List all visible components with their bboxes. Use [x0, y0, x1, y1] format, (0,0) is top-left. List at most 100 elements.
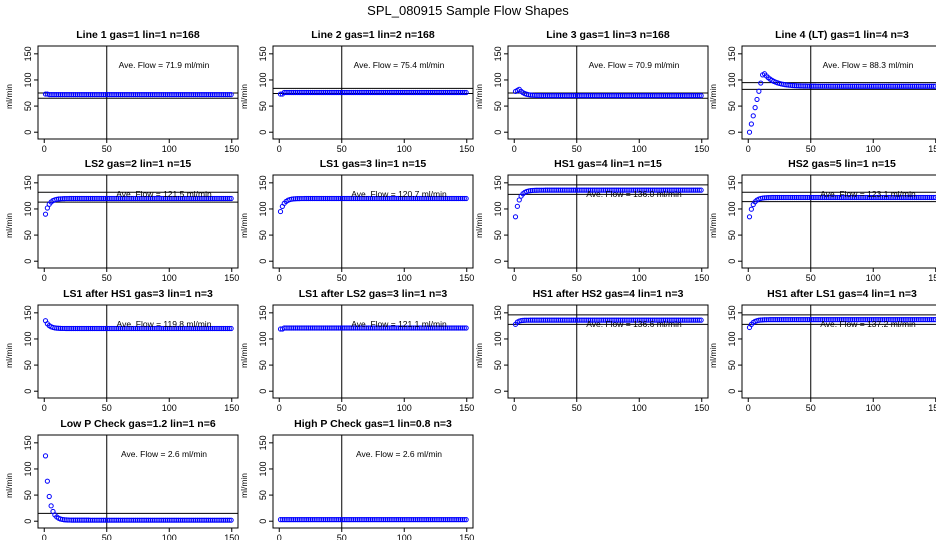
x-tick-label: 150: [224, 144, 239, 154]
data-point: [44, 478, 50, 484]
average-flow-annotation: Ave. Flow = 123.1 ml/min: [820, 189, 916, 199]
plot-frame: [272, 304, 474, 399]
data-point: [461, 89, 467, 96]
x-tick-label: 50: [102, 533, 112, 540]
panel-title: Line 2 gas=1 lin=2 n=168: [311, 29, 435, 41]
data-point: [228, 517, 234, 523]
data-point: [463, 325, 469, 331]
x-tick-label: 0: [42, 403, 47, 413]
y-tick-label: 50: [23, 230, 33, 240]
chart-panel: Line 3 gas=1 lin=3 n=168 0 50 100 150 0 50 100 1…: [474, 29, 709, 154]
y-tick-label: 0: [493, 130, 503, 135]
average-flow-annotation: Ave. Flow = 121.5 ml/min: [116, 189, 212, 199]
average-flow-annotation: Ave. Flow = 88.3 ml/min: [823, 60, 914, 70]
y-tick-label: 0: [493, 259, 503, 264]
data-series: [277, 325, 469, 332]
data-point: [512, 214, 519, 220]
y-tick-label: 150: [493, 46, 503, 61]
x-tick-label: 150: [459, 144, 474, 154]
x-tick-label: 100: [632, 273, 647, 283]
x-tick-label: 50: [102, 273, 112, 283]
average-flow-annotation: Ave. Flow = 136.6 ml/min: [586, 319, 682, 329]
x-tick-label: 50: [102, 403, 112, 413]
x-tick-label: 0: [512, 403, 517, 413]
x-tick-label: 100: [397, 533, 412, 540]
x-tick-label: 100: [866, 273, 881, 283]
data-point: [226, 517, 232, 523]
data-point: [461, 195, 467, 202]
y-tick-label: 150: [493, 175, 503, 190]
data-point: [698, 317, 704, 323]
x-tick-label: 50: [337, 273, 347, 283]
y-tick-label: 100: [493, 331, 503, 346]
x-tick-label: 0: [746, 403, 751, 413]
x-tick-label: 0: [42, 144, 47, 154]
data-point: [48, 503, 54, 509]
chart-panel: LS2 gas=2 lin=1 n=15 0 50 100 150 0 50 100 150 ml…: [4, 158, 239, 283]
y-axis-label: ml/min: [708, 213, 718, 238]
x-tick-label: 100: [162, 403, 177, 413]
data-point: [930, 317, 936, 323]
y-axis-label: ml/min: [4, 213, 14, 238]
data-point: [226, 325, 232, 332]
data-point: [932, 194, 936, 201]
data-point: [758, 80, 764, 86]
average-flow-annotation: Ave. Flow = 120.7 ml/min: [351, 189, 447, 199]
x-tick-label: 0: [512, 273, 517, 283]
data-point: [752, 105, 758, 111]
average-flow-annotation: Ave. Flow = 137.2 ml/min: [820, 319, 916, 329]
data-series: [746, 317, 936, 331]
y-tick-label: 50: [493, 101, 503, 111]
y-tick-label: 100: [727, 201, 737, 216]
x-tick-label: 100: [866, 403, 881, 413]
y-tick-label: 100: [727, 331, 737, 346]
y-axis-label: ml/min: [4, 84, 14, 109]
chart-panel: Line 4 (LT) gas=1 lin=4 n=3 0 50 100 150 0 50 1…: [708, 29, 936, 154]
y-axis-label: ml/min: [239, 473, 249, 498]
x-tick-label: 150: [224, 273, 239, 283]
x-tick-label: 0: [277, 273, 282, 283]
data-point: [696, 93, 702, 99]
x-tick-label: 150: [694, 403, 709, 413]
x-tick-label: 50: [806, 403, 816, 413]
y-tick-label: 50: [23, 101, 33, 111]
y-tick-label: 50: [258, 230, 268, 240]
average-flow-annotation: Ave. Flow = 136.0 ml/min: [586, 189, 682, 199]
y-tick-label: 100: [258, 331, 268, 346]
plot-frame: [507, 304, 709, 399]
data-point: [463, 195, 469, 202]
x-tick-label: 0: [42, 533, 47, 540]
y-tick-label: 150: [493, 305, 503, 320]
average-flow-annotation: Ave. Flow = 119.8 ml/min: [117, 319, 212, 329]
y-tick-label: 0: [493, 389, 503, 394]
x-tick-label: 100: [162, 533, 177, 540]
chart-panel: HS1 after LS1 gas=4 lin=1 n=3 0 50 100 150 0 5…: [708, 288, 936, 413]
y-tick-label: 100: [493, 201, 503, 216]
y-axis-label: ml/min: [474, 84, 484, 109]
y-tick-label: 100: [258, 201, 268, 216]
plot-frame: [37, 45, 239, 140]
x-tick-label: 0: [512, 144, 517, 154]
x-tick-label: 0: [746, 273, 751, 283]
y-axis-label: ml/min: [4, 473, 14, 498]
chart-panel: Line 1 gas=1 lin=1 n=168 0 50 100 150 0 50 100 1…: [4, 29, 239, 154]
data-point: [461, 325, 467, 331]
data-point: [696, 187, 702, 193]
panel-title: Line 4 (LT) gas=1 lin=4 n=3: [775, 29, 909, 41]
data-series: [277, 195, 469, 215]
plot-frame: [507, 174, 709, 269]
panel-title: Low P Check gas=1.2 lin=1 n=6: [60, 418, 215, 430]
x-tick-label: 50: [102, 144, 112, 154]
y-tick-label: 0: [258, 259, 268, 264]
x-tick-label: 0: [277, 533, 282, 540]
plot-frame: [741, 174, 936, 269]
y-tick-label: 100: [258, 72, 268, 87]
y-tick-label: 150: [727, 175, 737, 190]
y-tick-label: 0: [258, 130, 268, 135]
x-tick-label: 100: [397, 273, 412, 283]
x-tick-label: 0: [277, 403, 282, 413]
y-tick-label: 150: [258, 305, 268, 320]
x-tick-label: 100: [866, 144, 881, 154]
data-point: [42, 211, 49, 217]
y-tick-label: 50: [258, 490, 268, 500]
